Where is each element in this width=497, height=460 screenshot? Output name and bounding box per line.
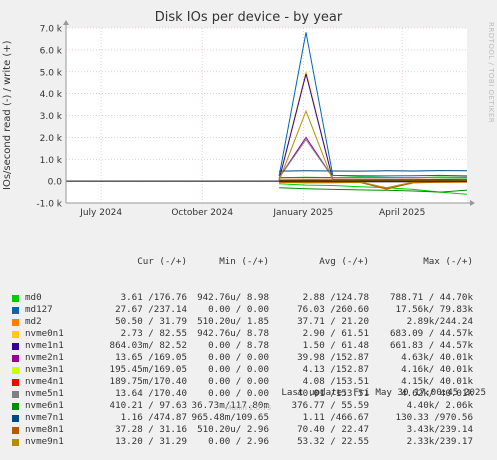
legend-avg: 1.11 /466.67 xyxy=(269,412,369,424)
series-nvme7n1-write xyxy=(279,171,467,172)
legend-max: 2.33k/239.17 xyxy=(369,436,473,448)
legend-avg: 53.32 / 22.55 xyxy=(269,436,369,448)
legend-min: 0.00 / 0.00 xyxy=(187,304,269,316)
legend-name: md127 xyxy=(25,304,87,316)
legend-min: 0.00 / 8.78 xyxy=(187,340,269,352)
legend-avg: 1.50 / 61.48 xyxy=(269,340,369,352)
legend-min: 965.48m/109.65 xyxy=(187,412,269,424)
legend-header-avg: Avg (-/+) xyxy=(269,256,369,268)
legend-swatch xyxy=(12,319,19,326)
legend-avg: 37.71 / 21.20 xyxy=(269,316,369,328)
legend-swatch xyxy=(12,295,19,302)
legend-name: nvme3n1 xyxy=(25,364,87,376)
legend-cur: 37.28 / 31.16 xyxy=(87,424,187,436)
legend-swatch xyxy=(12,439,19,446)
legend-min: 0.00 / 0.00 xyxy=(187,364,269,376)
legend-max: 788.71 / 44.70k xyxy=(369,292,473,304)
legend-max: 683.09 / 44.57k xyxy=(369,328,473,340)
legend-avg: 39.98 /152.87 xyxy=(269,352,369,364)
legend-avg: 4.13 /152.87 xyxy=(269,364,369,376)
legend-swatch xyxy=(12,355,19,362)
legend-avg: 2.90 / 61.51 xyxy=(269,328,369,340)
legend-name: nvme9n1 xyxy=(25,436,87,448)
legend-swatch xyxy=(12,331,19,338)
y-tick-label: 5.0 k xyxy=(40,68,63,78)
legend-avg: 76.03 /260.60 xyxy=(269,304,369,316)
legend-swatch xyxy=(12,415,19,422)
legend-cur: 2.73 / 82.55 xyxy=(87,328,187,340)
legend-header-max: Max (-/+) xyxy=(369,256,473,268)
legend-name: md0 xyxy=(25,292,87,304)
legend-swatch xyxy=(12,367,19,374)
legend-header-cur: Cur (-/+) xyxy=(87,256,187,268)
legend-header-min: Min (-/+) xyxy=(187,256,269,268)
legend-name: nvme2n1 xyxy=(25,352,87,364)
legend-avg: 70.40 / 22.47 xyxy=(269,424,369,436)
y-axis-arrow xyxy=(63,20,69,25)
x-tick-label: April 2025 xyxy=(379,208,425,218)
legend-swatch xyxy=(12,307,19,314)
legend-max: 4.16k/ 40.01k xyxy=(369,364,473,376)
legend-min: 0.00 / 0.00 xyxy=(187,352,269,364)
legend-max: 3.43k/239.14 xyxy=(369,424,473,436)
legend-name: nvme8n1 xyxy=(25,424,87,436)
y-tick-label: 4.0 k xyxy=(40,90,63,100)
legend-max: 130.33 /970.56 xyxy=(369,412,473,424)
legend: Cur (-/+) Min (-/+) Avg (-/+) Max (-/+) … xyxy=(12,232,473,460)
legend-swatch xyxy=(12,427,19,434)
legend-cur: 3.61 /176.76 xyxy=(87,292,187,304)
legend-cur: 50.50 / 31.79 xyxy=(87,316,187,328)
y-tick-label: 2.0 k xyxy=(40,134,63,144)
x-tick-label: October 2024 xyxy=(171,208,233,218)
legend-name: md2 xyxy=(25,316,87,328)
legend-cur: 864.03m/ 82.52 xyxy=(87,340,187,352)
legend-cur: 13.20 / 31.29 xyxy=(87,436,187,448)
y-tick-label: -1.0 k xyxy=(36,200,62,210)
legend-swatch xyxy=(12,379,19,386)
legend-swatch xyxy=(12,343,19,350)
x-tick-label: July 2024 xyxy=(79,208,122,218)
legend-cur: 13.65 /169.05 xyxy=(87,352,187,364)
legend-min: 510.20u/ 1.85 xyxy=(187,316,269,328)
legend-cur: 27.67 /237.14 xyxy=(87,304,187,316)
y-tick-label: 7.0 k xyxy=(40,25,63,35)
legend-min: 510.20u/ 2.96 xyxy=(187,424,269,436)
legend-max: 661.83 / 44.57k xyxy=(369,340,473,352)
legend-name: nvme1n1 xyxy=(25,340,87,352)
x-tick-label: January 2025 xyxy=(272,208,333,218)
legend-max: 17.56k/ 79.83k xyxy=(369,304,473,316)
last-update: Last update: Fri May 30 17:00:45 2025 xyxy=(0,387,486,398)
legend-header: Cur (-/+) Min (-/+) Avg (-/+) Max (-/+) xyxy=(25,256,473,268)
legend-min: 942.76u/ 8.78 xyxy=(187,328,269,340)
chart-plot: 7.0 k 6.0 k 5.0 k 4.0 k 3.0 k 2.0 k 1.0 k 0.0 -1… xyxy=(0,0,497,230)
legend-cur: 1.16 /474.87 xyxy=(87,412,187,424)
y-tick-label: 6.0 k xyxy=(40,46,63,56)
legend-max: 2.89k/244.24 xyxy=(369,316,473,328)
legend-max: 4.63k/ 40.01k xyxy=(369,352,473,364)
munin-version: Munin 2.0.75 xyxy=(0,404,497,412)
y-tick-label: 0.0 xyxy=(48,178,63,188)
legend-name: nvme7n1 xyxy=(25,412,87,424)
y-tick-label: 3.0 k xyxy=(40,112,63,122)
legend-name: nvme0n1 xyxy=(25,328,87,340)
legend-min: 942.76u/ 8.98 xyxy=(187,292,269,304)
x-axis-arrow xyxy=(470,200,475,206)
legend-avg: 2.88 /124.78 xyxy=(269,292,369,304)
legend-min: 0.00 / 2.96 xyxy=(187,436,269,448)
legend-cur: 195.45m/169.05 xyxy=(87,364,187,376)
y-tick-label: 1.0 k xyxy=(40,156,63,166)
